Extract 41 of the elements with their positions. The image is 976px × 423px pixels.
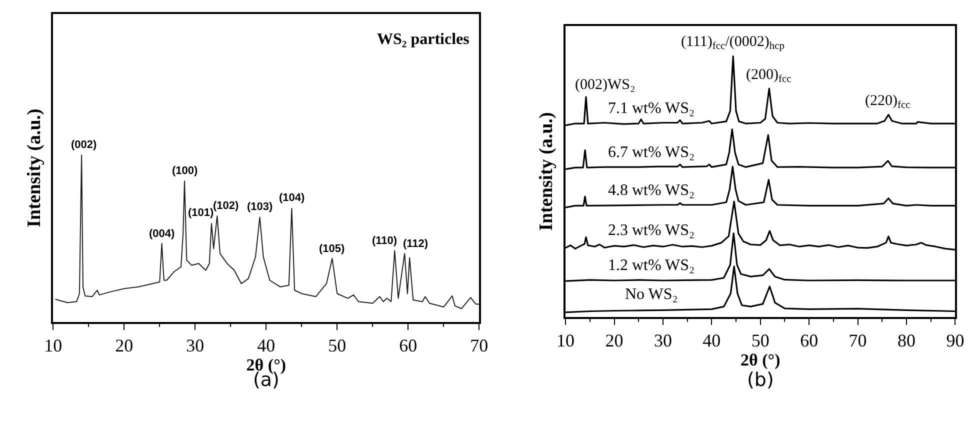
annotation: (102)	[213, 200, 240, 212]
x-axis-title: 2θ (°)	[740, 350, 780, 370]
y-axis-title: Intensity (a.u.)	[536, 112, 558, 231]
x-tick-label: 40	[257, 335, 276, 356]
series-label: 2.3 wt% WS₂	[608, 222, 695, 239]
annotation: (111)$_{fcc}$/(0002)$_{hcp}$	[681, 34, 785, 52]
annotation: (110)	[372, 235, 398, 247]
x-tick-label: 20	[115, 335, 134, 356]
annotation: (002)	[71, 139, 98, 151]
annotation: (104)	[279, 192, 306, 204]
x-tick-label: 30	[186, 335, 204, 356]
x-tick-label: 90	[946, 330, 964, 350]
x-tick-label: 70	[848, 330, 867, 350]
annotation: (101)	[188, 207, 214, 219]
x-tick-label: 20	[605, 330, 624, 350]
x-tick-label: 60	[800, 330, 818, 350]
y-axis-title: Intensity (a.u.)	[24, 108, 45, 228]
x-tick-label: 50	[328, 335, 346, 356]
x-tick-label: 10	[556, 330, 575, 350]
annotation: (200)$_{fcc}$	[746, 67, 792, 86]
series-label: No WS₂	[625, 286, 678, 303]
x-tick-label: 70	[470, 335, 488, 356]
series-label: 1.2 wt% WS₂	[608, 257, 695, 274]
x-tick-label: 80	[898, 330, 916, 350]
series-label: 4.8 wt% WS₂	[608, 182, 695, 199]
annotation: (100)	[172, 165, 198, 177]
x-tick-label: 60	[399, 335, 418, 356]
annotation: (105)	[319, 243, 346, 255]
x-tick-label: 40	[702, 330, 721, 350]
annotation: (004)	[149, 228, 176, 240]
x-tick-label: 50	[751, 330, 770, 350]
annotation: (220)$_{fcc}$	[865, 93, 911, 112]
annotation: (002)WS₂	[575, 77, 636, 93]
series-label: 7.1 wt% WS₂	[608, 100, 695, 117]
x-tick-label: 30	[654, 330, 672, 350]
series-label: 6.7 wt% WS₂	[608, 144, 695, 161]
annotation: (112)	[403, 238, 428, 250]
text: WS₂ particles	[377, 31, 470, 48]
x-tick-label: 10	[44, 335, 62, 356]
annotation: (103)	[247, 201, 274, 213]
text: (b)	[747, 369, 774, 391]
